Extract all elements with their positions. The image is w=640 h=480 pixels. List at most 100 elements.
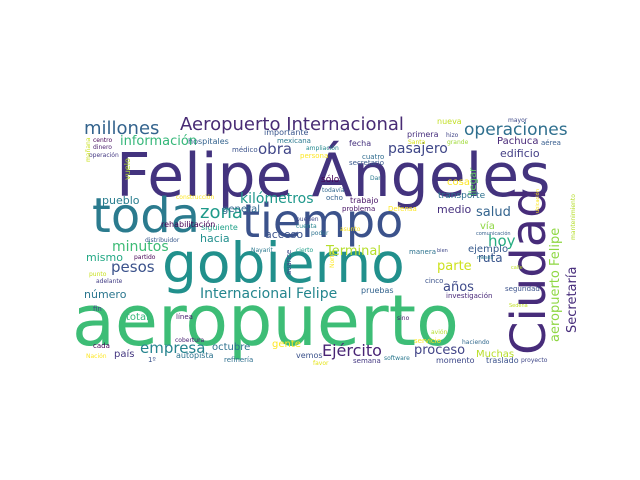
word: ocho [326, 194, 343, 202]
word: acceso [265, 228, 304, 241]
word: vía [480, 221, 495, 232]
word: problema [342, 205, 376, 213]
word: mañana [85, 137, 92, 162]
word: servicio [414, 337, 441, 345]
word: Pachuca [497, 136, 539, 147]
word: ampliación [306, 145, 339, 152]
word: secretario [349, 159, 384, 167]
word: primera [407, 130, 439, 139]
word: importante [264, 128, 309, 137]
word: punto [89, 271, 107, 278]
word: transporte [438, 191, 486, 201]
word: ruta [478, 251, 503, 265]
word: seguridad [505, 285, 540, 293]
word: bien [437, 248, 448, 254]
word: adelante [96, 278, 123, 285]
word: médico [232, 146, 258, 154]
word: empresa [140, 339, 206, 357]
word: Norte [329, 251, 336, 268]
word: avance [285, 249, 293, 275]
word: meses [477, 255, 494, 261]
word: cada [93, 342, 110, 350]
word: operaciones [464, 120, 568, 140]
word: persona [300, 152, 329, 160]
word: siguiente [201, 223, 238, 232]
word: salud [476, 205, 511, 220]
word: 1º [148, 356, 156, 364]
word: aeropuerto Felipe [548, 227, 563, 342]
word: gente [272, 339, 301, 350]
word: favor [313, 360, 329, 367]
word: pueblo [102, 194, 140, 207]
word: aérea [541, 139, 561, 147]
word: edificio [500, 147, 540, 160]
word: gobierno [162, 231, 405, 295]
word: zona [200, 202, 243, 223]
word: vemos [296, 351, 323, 360]
word: Defensa [388, 205, 417, 213]
word: trabajo [350, 196, 379, 205]
word: hoy [488, 232, 516, 250]
word: cierto [296, 247, 314, 254]
word: mismo [86, 251, 123, 264]
word: Dar [370, 175, 381, 182]
word: Felipe Ángeles [116, 141, 551, 211]
word: comunicación [476, 231, 511, 237]
word: millones [84, 118, 160, 139]
word: minutos [112, 239, 169, 255]
word: fin [93, 305, 102, 313]
word: vuelo [123, 158, 132, 180]
word: grande [447, 139, 469, 146]
word: aeropuerto [72, 280, 459, 362]
word: poder [311, 230, 329, 237]
word: Nayarit [251, 247, 273, 254]
word: hacia [200, 232, 230, 245]
word: ubicación [535, 189, 541, 213]
word: kilómetros [240, 191, 314, 207]
word: momento [436, 356, 475, 365]
word: Muchas [476, 349, 515, 360]
word: hospitales [188, 137, 229, 146]
word: cuenta [296, 223, 317, 230]
word: hizo [446, 132, 459, 139]
word: operación [89, 152, 119, 159]
word: Santa [408, 139, 426, 146]
word: todavía [322, 187, 345, 194]
word: cobertura [175, 337, 205, 344]
word: mantenimiento [570, 194, 577, 240]
word: sólo [321, 175, 340, 185]
word: asunto [340, 226, 361, 233]
word: general [222, 204, 261, 215]
word: haciendo [462, 339, 490, 346]
word: pueden [296, 216, 319, 223]
word: mexicana [277, 137, 311, 145]
word: tiempo [242, 194, 404, 248]
word: Terminal [326, 244, 381, 259]
word: avión [431, 329, 448, 336]
word: toda [92, 188, 201, 244]
word: software [384, 355, 410, 362]
word: Ciudad [501, 187, 557, 355]
word: proceso [414, 343, 466, 358]
word: refinería [224, 356, 254, 364]
word: línea [176, 313, 193, 321]
word: ejemplo [468, 244, 509, 255]
word: mayor [508, 117, 528, 124]
word: construcción [176, 194, 215, 201]
word: autopista [176, 351, 214, 360]
word: fecha [349, 139, 372, 148]
word: pruebas [361, 286, 394, 295]
word: cuatro [362, 153, 385, 161]
word: proyecto [521, 357, 548, 364]
word: obra [258, 140, 293, 158]
word: Ejército [322, 341, 382, 360]
word: medio [437, 203, 472, 216]
word: rehabilitación [161, 220, 216, 229]
word: octubre [212, 342, 251, 353]
word: años [443, 280, 474, 295]
word: distribuidor [145, 237, 180, 244]
word: pesos [111, 258, 155, 276]
word: traslado [486, 356, 519, 365]
word: total [126, 312, 149, 323]
